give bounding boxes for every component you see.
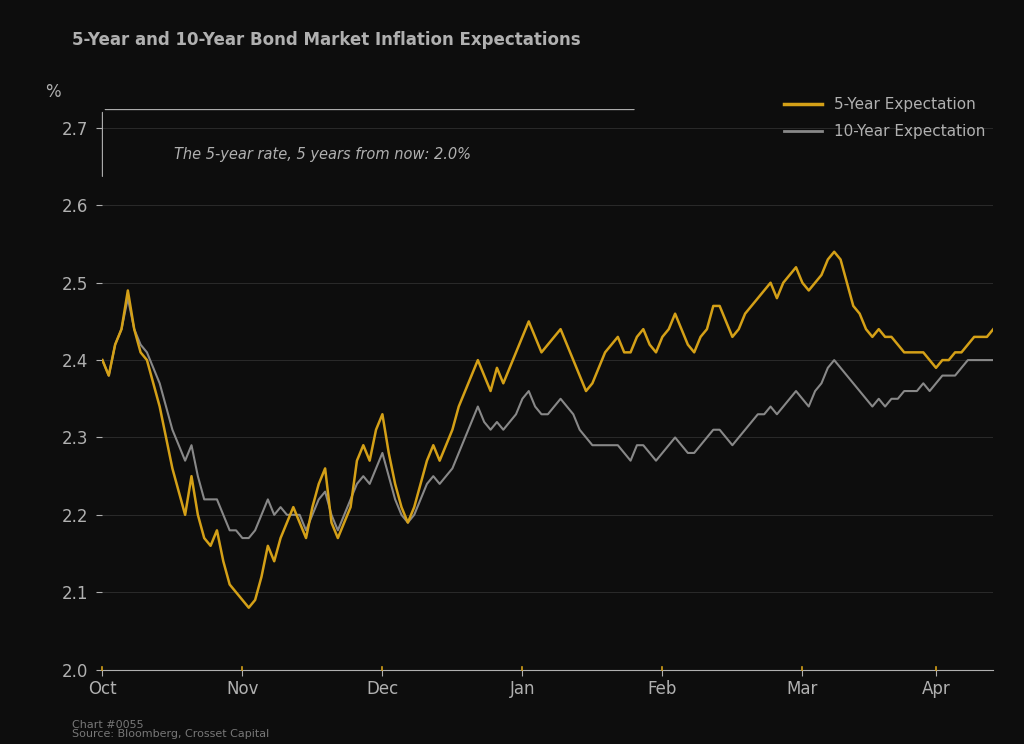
Text: The 5-year rate, 5 years from now: 2.0%: The 5-year rate, 5 years from now: 2.0%: [174, 147, 471, 162]
Y-axis label: %: %: [46, 83, 61, 101]
Text: 5-Year and 10-Year Bond Market Inflation Expectations: 5-Year and 10-Year Bond Market Inflation…: [72, 31, 581, 48]
Text: Chart #0055: Chart #0055: [72, 719, 143, 730]
Legend: 5-Year Expectation, 10-Year Expectation: 5-Year Expectation, 10-Year Expectation: [783, 97, 986, 139]
Text: Source: Bloomberg, Crosset Capital: Source: Bloomberg, Crosset Capital: [72, 728, 269, 739]
